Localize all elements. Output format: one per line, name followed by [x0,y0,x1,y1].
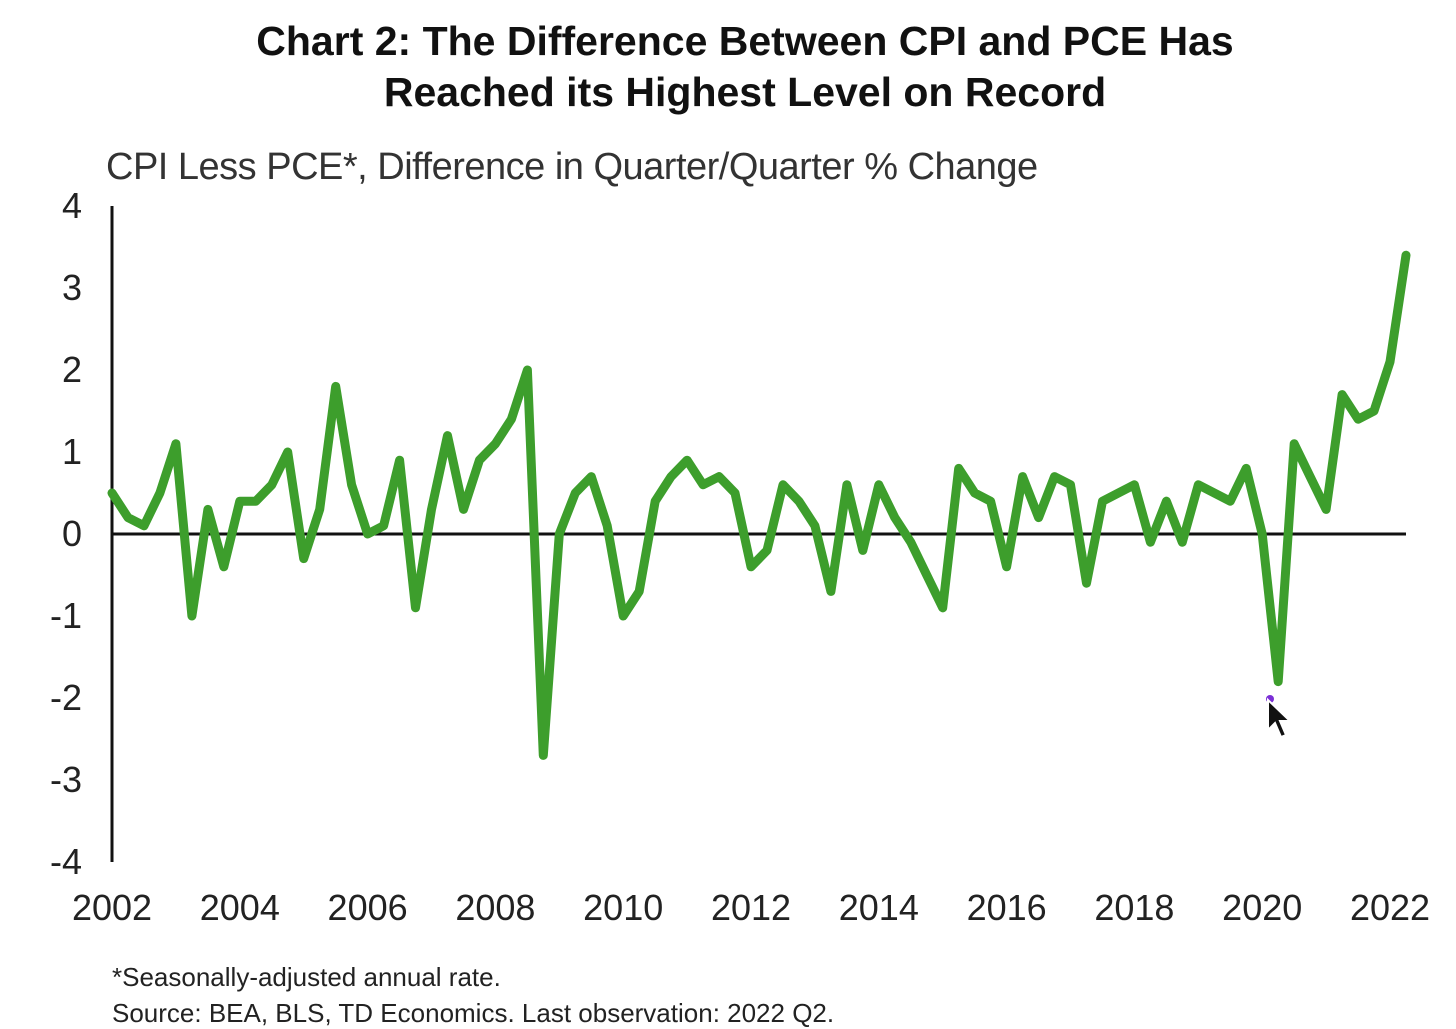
x-tick-label: 2012 [711,887,791,928]
x-tick-label: 2004 [200,887,280,928]
y-tick-label: 1 [62,431,82,472]
x-tick-label: 2008 [455,887,535,928]
y-tick-label: 0 [62,513,82,554]
chart-subtitle: CPI Less PCE*, Difference in Quarter/Qua… [106,146,1038,188]
y-tick-label: 3 [62,267,82,308]
y-tick-label: 4 [62,185,82,226]
chart-title: Chart 2: The Difference Between CPI and … [0,16,1456,118]
y-tick-label: -4 [50,841,82,882]
series-line [107,250,1411,760]
x-tick-label: 2020 [1222,887,1302,928]
chart-title-line-2: Reached its Highest Level on Record [383,69,1107,115]
y-tick-label: -2 [50,677,82,718]
y-axis-ticks: 4 3 2 1 0 -1 -2 -3 -4 [50,185,82,882]
series-group [107,250,1411,760]
source-note: Source: BEA, BLS, TD Economics. Last obs… [112,998,835,1028]
x-tick-label: 2002 [72,887,152,928]
x-tick-label: 2022 [1350,887,1430,928]
x-tick-label: 2010 [583,887,663,928]
footnote: *Seasonally-adjusted annual rate. [112,962,501,992]
y-tick-label: 2 [62,349,82,390]
mouse-pointer-icon [1267,697,1293,739]
x-axis-ticks: 2002 2004 2006 2008 2010 2012 2014 2016 2018 2020… [72,887,1430,928]
y-tick-label: -3 [50,759,82,800]
x-tick-label: 2018 [1094,887,1174,928]
x-tick-label: 2014 [839,887,919,928]
x-tick-label: 2006 [328,887,408,928]
chart-title-line-1: Chart 2: The Difference Between CPI and … [256,18,1234,64]
y-tick-label: -1 [50,595,82,636]
x-tick-label: 2016 [967,887,1047,928]
